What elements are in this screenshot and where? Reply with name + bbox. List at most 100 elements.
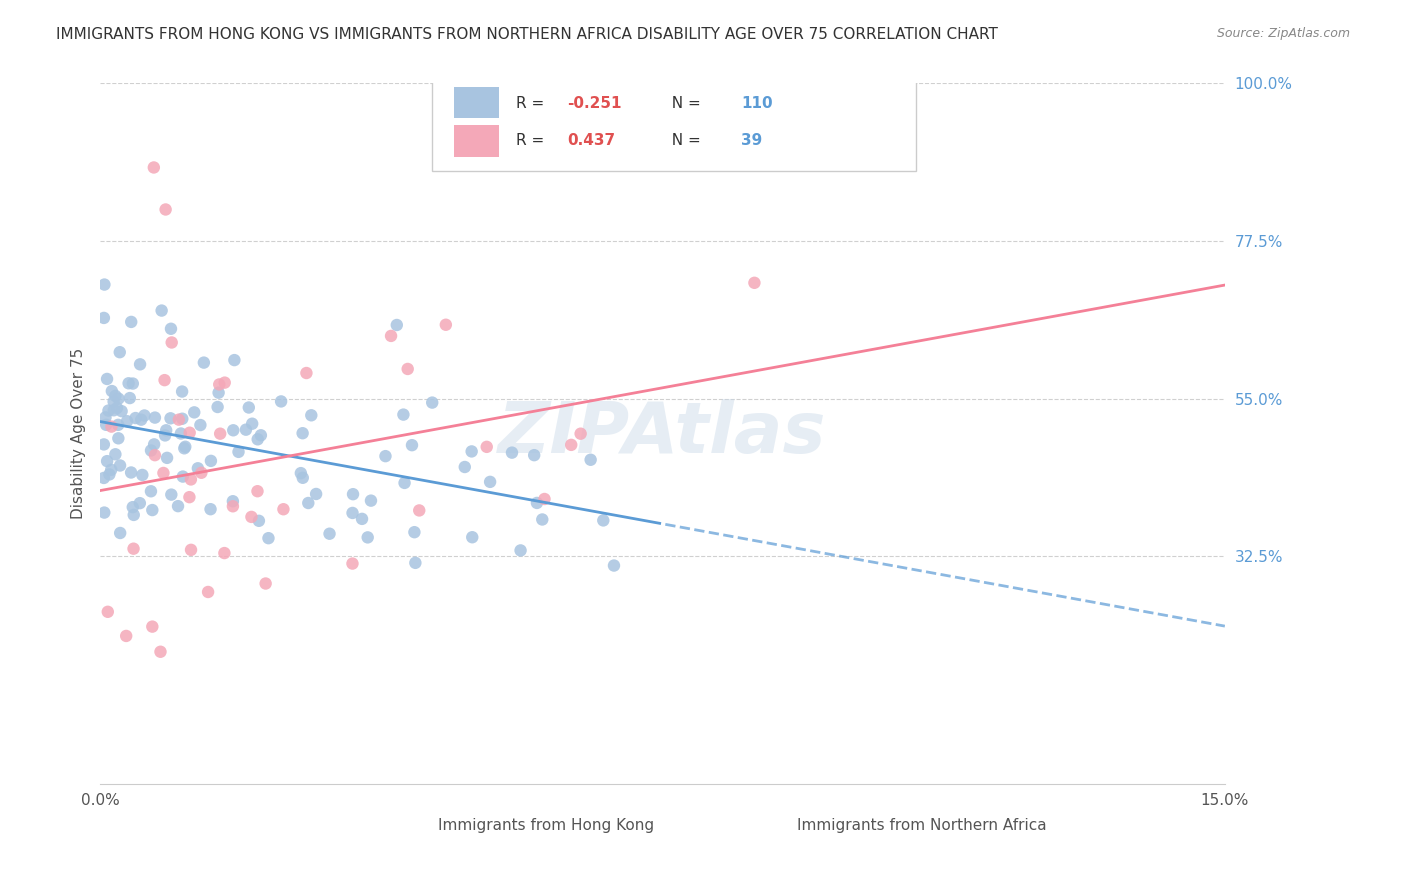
Immigrants from Hong Kong [121, 376, 143, 391]
Immigrants from Hong Kong [207, 400, 229, 414]
Immigrants from Northern Africa [744, 276, 766, 290]
Immigrants from Hong Kong [160, 322, 183, 336]
Y-axis label: Disability Age Over 75: Disability Age Over 75 [72, 348, 86, 519]
FancyBboxPatch shape [454, 87, 499, 119]
Immigrants from Hong Kong [224, 353, 246, 368]
Immigrants from Northern Africa [214, 546, 236, 560]
Immigrants from Hong Kong [247, 514, 270, 528]
Text: Source: ZipAtlas.com: Source: ZipAtlas.com [1216, 27, 1350, 40]
Immigrants from Hong Kong [107, 392, 129, 406]
Immigrants from Hong Kong [131, 467, 153, 482]
Immigrants from Hong Kong [207, 385, 229, 400]
Immigrants from Hong Kong [526, 496, 548, 510]
Text: 0.437: 0.437 [567, 134, 614, 148]
Immigrants from Northern Africa [122, 541, 145, 556]
Immigrants from Northern Africa [533, 491, 555, 506]
Immigrants from Hong Kong [183, 405, 205, 419]
Text: -0.251: -0.251 [567, 95, 621, 111]
Immigrants from Hong Kong [404, 525, 426, 540]
Immigrants from Northern Africa [254, 576, 277, 591]
Immigrants from Hong Kong [350, 512, 373, 526]
Immigrants from Hong Kong [531, 512, 554, 526]
Immigrants from Northern Africa [295, 366, 318, 380]
Immigrants from Northern Africa [152, 466, 174, 480]
Text: R =: R = [516, 134, 550, 148]
Immigrants from Hong Kong [222, 494, 245, 508]
Immigrants from Hong Kong [479, 475, 502, 489]
Immigrants from Hong Kong [134, 409, 156, 423]
Immigrants from Northern Africa [155, 202, 177, 217]
Immigrants from Hong Kong [105, 401, 128, 415]
Immigrants from Hong Kong [173, 442, 195, 456]
Immigrants from Hong Kong [238, 401, 260, 415]
Immigrants from Northern Africa [142, 161, 165, 175]
Immigrants from Hong Kong [193, 356, 215, 370]
Immigrants from Hong Kong [139, 443, 162, 458]
Immigrants from Hong Kong [93, 277, 115, 292]
Immigrants from Hong Kong [170, 426, 193, 441]
Immigrants from Northern Africa [434, 318, 457, 332]
Immigrants from Hong Kong [104, 447, 127, 461]
Immigrants from Hong Kong [454, 460, 477, 475]
Immigrants from Hong Kong [392, 408, 415, 422]
FancyBboxPatch shape [432, 66, 915, 171]
Immigrants from Hong Kong [94, 410, 117, 425]
Immigrants from Hong Kong [360, 493, 382, 508]
Immigrants from Hong Kong [97, 403, 120, 417]
Immigrants from Hong Kong [290, 466, 312, 480]
Immigrants from Hong Kong [167, 499, 190, 513]
Immigrants from Hong Kong [155, 423, 177, 437]
Immigrants from Northern Africa [179, 425, 201, 440]
Immigrants from Hong Kong [93, 506, 115, 520]
Immigrants from Hong Kong [374, 449, 396, 463]
Immigrants from Hong Kong [143, 410, 166, 425]
FancyBboxPatch shape [381, 814, 420, 836]
Immigrants from Hong Kong [93, 437, 115, 451]
Immigrants from Hong Kong [291, 471, 314, 485]
Immigrants from Hong Kong [187, 461, 209, 475]
Immigrants from Northern Africa [143, 448, 166, 462]
Immigrants from Northern Africa [180, 472, 202, 486]
Immigrants from Hong Kong [461, 530, 484, 544]
Immigrants from Hong Kong [357, 530, 380, 544]
Immigrants from Hong Kong [501, 445, 523, 459]
Immigrants from Hong Kong [108, 458, 131, 473]
Immigrants from Hong Kong [150, 303, 173, 318]
Immigrants from Northern Africa [115, 629, 138, 643]
Immigrants from Hong Kong [129, 412, 152, 426]
Text: ZIPAtlas: ZIPAtlas [498, 399, 827, 468]
Immigrants from Northern Africa [208, 377, 231, 392]
Text: 39: 39 [741, 134, 762, 148]
Immigrants from Hong Kong [174, 440, 197, 454]
Text: 110: 110 [741, 95, 773, 111]
Immigrants from Hong Kong [420, 395, 443, 409]
Immigrants from Hong Kong [98, 467, 121, 482]
Immigrants from Hong Kong [124, 411, 146, 425]
Immigrants from Northern Africa [569, 426, 592, 441]
Immigrants from Hong Kong [100, 463, 122, 477]
Immigrants from Northern Africa [342, 557, 364, 571]
Immigrants from Hong Kong [172, 411, 194, 425]
Immigrants from Hong Kong [200, 502, 222, 516]
FancyBboxPatch shape [741, 814, 780, 836]
Immigrants from Hong Kong [385, 318, 408, 332]
Immigrants from Hong Kong [270, 394, 292, 409]
Immigrants from Hong Kong [108, 345, 131, 359]
Immigrants from Northern Africa [190, 466, 212, 480]
Immigrants from Northern Africa [141, 619, 163, 633]
Immigrants from Hong Kong [257, 531, 280, 545]
Immigrants from Hong Kong [394, 475, 416, 490]
Immigrants from Hong Kong [156, 450, 179, 465]
Immigrants from Northern Africa [560, 438, 582, 452]
Immigrants from Hong Kong [404, 556, 426, 570]
Immigrants from Hong Kong [305, 487, 328, 501]
Immigrants from Hong Kong [153, 428, 176, 442]
Immigrants from Hong Kong [222, 423, 245, 437]
Immigrants from Hong Kong [200, 454, 222, 468]
Immigrants from Hong Kong [603, 558, 626, 573]
Immigrants from Hong Kong [190, 418, 212, 433]
Immigrants from Northern Africa [180, 542, 202, 557]
Immigrants from Northern Africa [160, 335, 183, 350]
Immigrants from Hong Kong [103, 403, 125, 417]
Immigrants from Hong Kong [291, 426, 314, 441]
